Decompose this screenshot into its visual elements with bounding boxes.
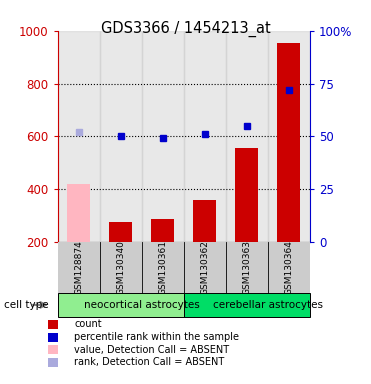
Text: GSM130362: GSM130362 xyxy=(200,240,209,295)
Bar xyxy=(109,222,132,242)
Text: cerebellar astrocytes: cerebellar astrocytes xyxy=(213,300,323,310)
Text: GDS3366 / 1454213_at: GDS3366 / 1454213_at xyxy=(101,21,270,37)
Text: GSM130361: GSM130361 xyxy=(158,240,167,295)
Bar xyxy=(99,31,142,242)
Bar xyxy=(184,31,226,242)
Text: rank, Detection Call = ABSENT: rank, Detection Call = ABSENT xyxy=(74,358,224,367)
Text: cell type: cell type xyxy=(4,300,48,310)
Text: GSM130364: GSM130364 xyxy=(284,240,293,295)
Bar xyxy=(67,184,90,242)
Text: neocortical astrocytes: neocortical astrocytes xyxy=(84,300,200,310)
Text: GSM130363: GSM130363 xyxy=(242,240,251,295)
Bar xyxy=(58,31,99,242)
Text: GSM128874: GSM128874 xyxy=(74,240,83,295)
Bar xyxy=(235,148,258,242)
FancyBboxPatch shape xyxy=(184,293,310,317)
Bar xyxy=(226,31,268,242)
Text: count: count xyxy=(74,319,102,329)
Bar xyxy=(268,31,310,242)
Text: percentile rank within the sample: percentile rank within the sample xyxy=(74,332,239,342)
Bar xyxy=(142,31,184,242)
Bar xyxy=(277,43,301,242)
Text: GSM130340: GSM130340 xyxy=(116,240,125,295)
Bar xyxy=(193,200,216,242)
FancyBboxPatch shape xyxy=(58,293,184,317)
Text: value, Detection Call = ABSENT: value, Detection Call = ABSENT xyxy=(74,345,229,355)
Bar xyxy=(151,220,174,242)
